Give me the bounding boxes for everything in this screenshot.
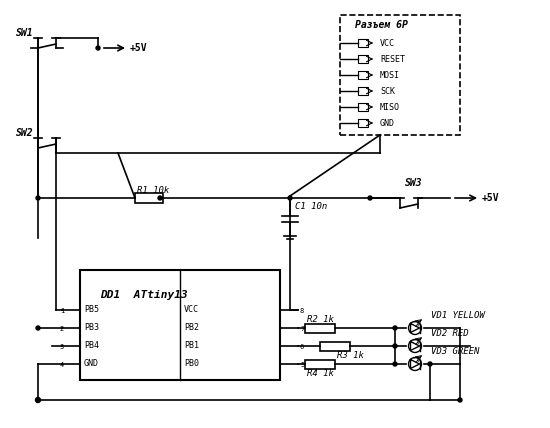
- Text: MISO: MISO: [380, 102, 400, 112]
- Bar: [358, 39, 368, 47]
- Circle shape: [96, 46, 100, 50]
- Text: 3: 3: [60, 344, 64, 350]
- Bar: [358, 71, 368, 79]
- Text: PB4: PB4: [84, 342, 99, 351]
- Text: PB3: PB3: [84, 324, 99, 333]
- Bar: [358, 103, 368, 111]
- Bar: [305, 360, 335, 369]
- Text: VD3 GREEN: VD3 GREEN: [431, 348, 480, 357]
- Bar: [358, 87, 368, 95]
- Text: 2: 2: [60, 326, 64, 332]
- Text: VD1 YELLOW: VD1 YELLOW: [431, 312, 485, 321]
- Text: DD1  ATtiny13: DD1 ATtiny13: [100, 290, 188, 300]
- Text: R1 10k: R1 10k: [137, 185, 169, 194]
- Circle shape: [36, 326, 40, 330]
- Text: +5V: +5V: [482, 193, 499, 203]
- Bar: [80, 270, 280, 380]
- Text: VD2 RED: VD2 RED: [431, 330, 469, 339]
- Circle shape: [368, 196, 372, 200]
- Text: 4: 4: [60, 362, 64, 368]
- Text: RESET: RESET: [380, 54, 405, 63]
- Text: GND: GND: [380, 119, 395, 128]
- Bar: [305, 324, 335, 333]
- Text: GND: GND: [84, 360, 99, 369]
- Text: SW2: SW2: [16, 128, 34, 138]
- Text: MOSI: MOSI: [380, 71, 400, 80]
- Text: PB2: PB2: [184, 324, 199, 333]
- Text: R4 1k: R4 1k: [307, 369, 334, 378]
- Circle shape: [158, 196, 162, 200]
- Text: +5V: +5V: [130, 43, 147, 53]
- Text: SW3: SW3: [405, 178, 422, 188]
- Text: 7: 7: [300, 326, 304, 332]
- Circle shape: [393, 344, 397, 348]
- Circle shape: [36, 196, 40, 200]
- Text: SW1: SW1: [16, 28, 34, 38]
- Circle shape: [458, 398, 462, 402]
- Text: 5: 5: [300, 362, 304, 368]
- Bar: [135, 193, 163, 203]
- Text: 8: 8: [300, 308, 304, 314]
- Text: 1: 1: [60, 308, 64, 314]
- Text: R2 1k: R2 1k: [307, 315, 334, 324]
- Text: SCK: SCK: [380, 86, 395, 95]
- Text: PB1: PB1: [184, 342, 199, 351]
- Bar: [358, 119, 368, 127]
- Text: PB5: PB5: [84, 306, 99, 315]
- Bar: [320, 342, 350, 351]
- Text: R3 1k: R3 1k: [337, 351, 364, 360]
- Circle shape: [393, 326, 397, 330]
- Bar: [340, 15, 460, 135]
- Circle shape: [393, 362, 397, 366]
- Circle shape: [288, 196, 292, 200]
- Text: C1 10n: C1 10n: [295, 202, 327, 211]
- Text: VCC: VCC: [184, 306, 199, 315]
- Text: PB0: PB0: [184, 360, 199, 369]
- Text: VCC: VCC: [380, 39, 395, 48]
- Circle shape: [36, 398, 41, 402]
- Text: 6: 6: [300, 344, 304, 350]
- Bar: [358, 55, 368, 63]
- Text: Разъем 6P: Разъем 6P: [355, 20, 408, 30]
- Circle shape: [428, 362, 432, 366]
